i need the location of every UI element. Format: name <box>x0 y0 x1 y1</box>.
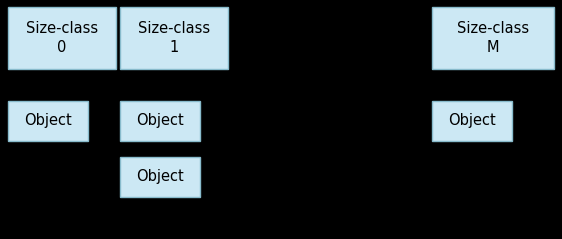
Text: Object: Object <box>136 169 184 185</box>
FancyBboxPatch shape <box>8 101 88 141</box>
FancyBboxPatch shape <box>120 157 200 197</box>
FancyBboxPatch shape <box>432 7 554 69</box>
FancyBboxPatch shape <box>432 101 512 141</box>
Text: Object: Object <box>136 114 184 129</box>
FancyBboxPatch shape <box>120 7 228 69</box>
Text: Size-class
0: Size-class 0 <box>26 21 98 55</box>
FancyBboxPatch shape <box>120 101 200 141</box>
Text: Object: Object <box>448 114 496 129</box>
FancyBboxPatch shape <box>8 7 116 69</box>
Text: Size-class
1: Size-class 1 <box>138 21 210 55</box>
Text: Object: Object <box>24 114 72 129</box>
Text: Size-class
M: Size-class M <box>457 21 529 55</box>
